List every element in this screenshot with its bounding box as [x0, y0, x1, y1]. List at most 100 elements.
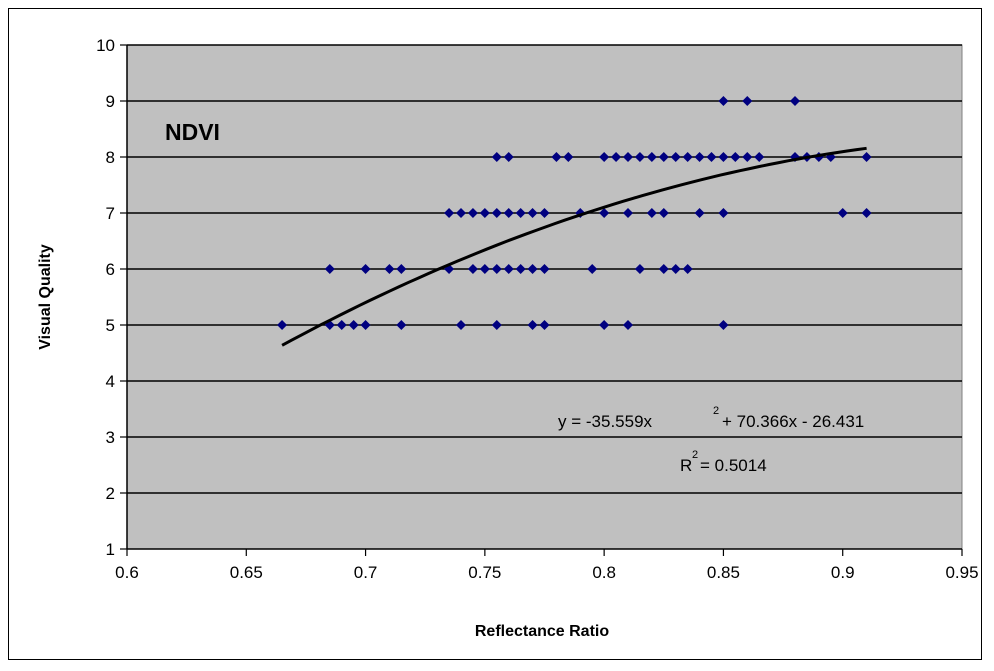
data-point: [718, 320, 729, 330]
x-tick-label: 0.9: [831, 563, 855, 582]
data-point: [658, 264, 669, 274]
r-squared: R 2 = 0.5014: [680, 449, 767, 475]
data-point: [623, 320, 633, 330]
data-point: [718, 96, 729, 106]
data-point: [611, 152, 622, 162]
data-point: [599, 320, 610, 330]
data-point: [599, 152, 610, 162]
x-tick-label: 0.6: [115, 563, 139, 582]
data-point: [646, 152, 657, 162]
data-point: [623, 208, 633, 218]
y-tick-label: 5: [106, 316, 115, 335]
y-tick-label: 1: [106, 540, 115, 559]
data-point: [754, 152, 765, 162]
y-tick-label: 10: [96, 36, 115, 55]
data-point: [384, 264, 395, 274]
data-point: [634, 152, 645, 162]
data-point: [444, 208, 455, 218]
data-point: [456, 208, 466, 218]
data-point: [360, 264, 371, 274]
x-tick-label: 0.7: [354, 563, 378, 582]
axes: [120, 44, 963, 556]
data-point: [682, 152, 693, 162]
data-point: [527, 208, 538, 218]
x-tick-labels: 0.6 0.65 0.7 0.75 0.8 0.85 0.9 0.95: [115, 563, 978, 582]
data-point: [491, 264, 502, 274]
data-point: [706, 152, 717, 162]
data-point: [491, 152, 502, 162]
data-point: [491, 208, 502, 218]
r2-suffix: = 0.5014: [700, 456, 767, 475]
x-axis-title: Reflectance Ratio: [475, 623, 609, 640]
r2-exponent: 2: [692, 449, 698, 461]
data-point: [479, 264, 490, 274]
data-point: [348, 320, 359, 330]
data-point: [730, 152, 741, 162]
data-point: [479, 208, 490, 218]
data-point: [551, 152, 562, 162]
data-point: [623, 152, 633, 162]
equation-suffix: + 70.366x - 26.431: [722, 412, 864, 431]
data-point: [837, 208, 848, 218]
data-point: [682, 264, 693, 274]
y-tick-label: 9: [106, 92, 115, 111]
y-axis-title: Visual Quality: [37, 244, 54, 350]
data-point: [277, 320, 288, 330]
data-point: [670, 264, 681, 274]
y-tick-label: 2: [106, 484, 115, 503]
data-point: [515, 208, 526, 218]
y-tick-label: 7: [106, 204, 115, 223]
x-tick-label: 0.85: [707, 563, 740, 582]
data-point: [742, 152, 753, 162]
data-point: [718, 208, 729, 218]
data-point: [587, 264, 598, 274]
data-point: [336, 320, 347, 330]
data-point: [396, 320, 407, 330]
y-tick-labels: 1 2 3 4 5 6 7 8 9 10: [96, 36, 115, 559]
data-point: [503, 208, 514, 218]
x-tick-label: 0.75: [468, 563, 501, 582]
data-point: [599, 208, 610, 218]
y-tick-label: 4: [106, 372, 115, 391]
data-point: [527, 320, 538, 330]
data-point: [670, 152, 681, 162]
data-point: [491, 320, 502, 330]
data-point: [515, 264, 526, 274]
data-point: [324, 264, 335, 274]
data-point: [539, 264, 550, 274]
trendline: [281, 146, 867, 347]
data-point: [467, 264, 478, 274]
data-point: [503, 152, 514, 162]
data-point: [539, 208, 550, 218]
data-point: [539, 320, 550, 330]
data-point: [503, 264, 514, 274]
equation-exponent: 2: [713, 405, 719, 417]
data-point: [790, 96, 800, 106]
data-point: [456, 320, 466, 330]
data-point: [718, 152, 729, 162]
data-point: [694, 152, 705, 162]
data-point: [861, 208, 872, 218]
trendline-equation: y = -35.559x 2 + 70.366x - 26.431: [558, 405, 864, 431]
plot-area: [126, 44, 963, 550]
equation-prefix: y = -35.559x: [558, 412, 653, 431]
data-point: [646, 208, 657, 218]
y-tick-label: 8: [106, 148, 115, 167]
data-point: [658, 208, 669, 218]
data-point: [467, 208, 478, 218]
y-tick-label: 6: [106, 260, 115, 279]
x-tick-label: 0.8: [592, 563, 616, 582]
data-point: [396, 264, 407, 274]
data-point: [527, 264, 538, 274]
data-point: [658, 152, 669, 162]
y-tick-label: 3: [106, 428, 115, 447]
r2-prefix: R: [680, 456, 692, 475]
data-point: [563, 152, 574, 162]
x-tick-label: 0.95: [945, 563, 978, 582]
data-point: [694, 208, 705, 218]
data-points: [277, 96, 872, 330]
data-point: [742, 96, 753, 106]
data-point: [861, 152, 872, 162]
data-point: [360, 320, 371, 330]
